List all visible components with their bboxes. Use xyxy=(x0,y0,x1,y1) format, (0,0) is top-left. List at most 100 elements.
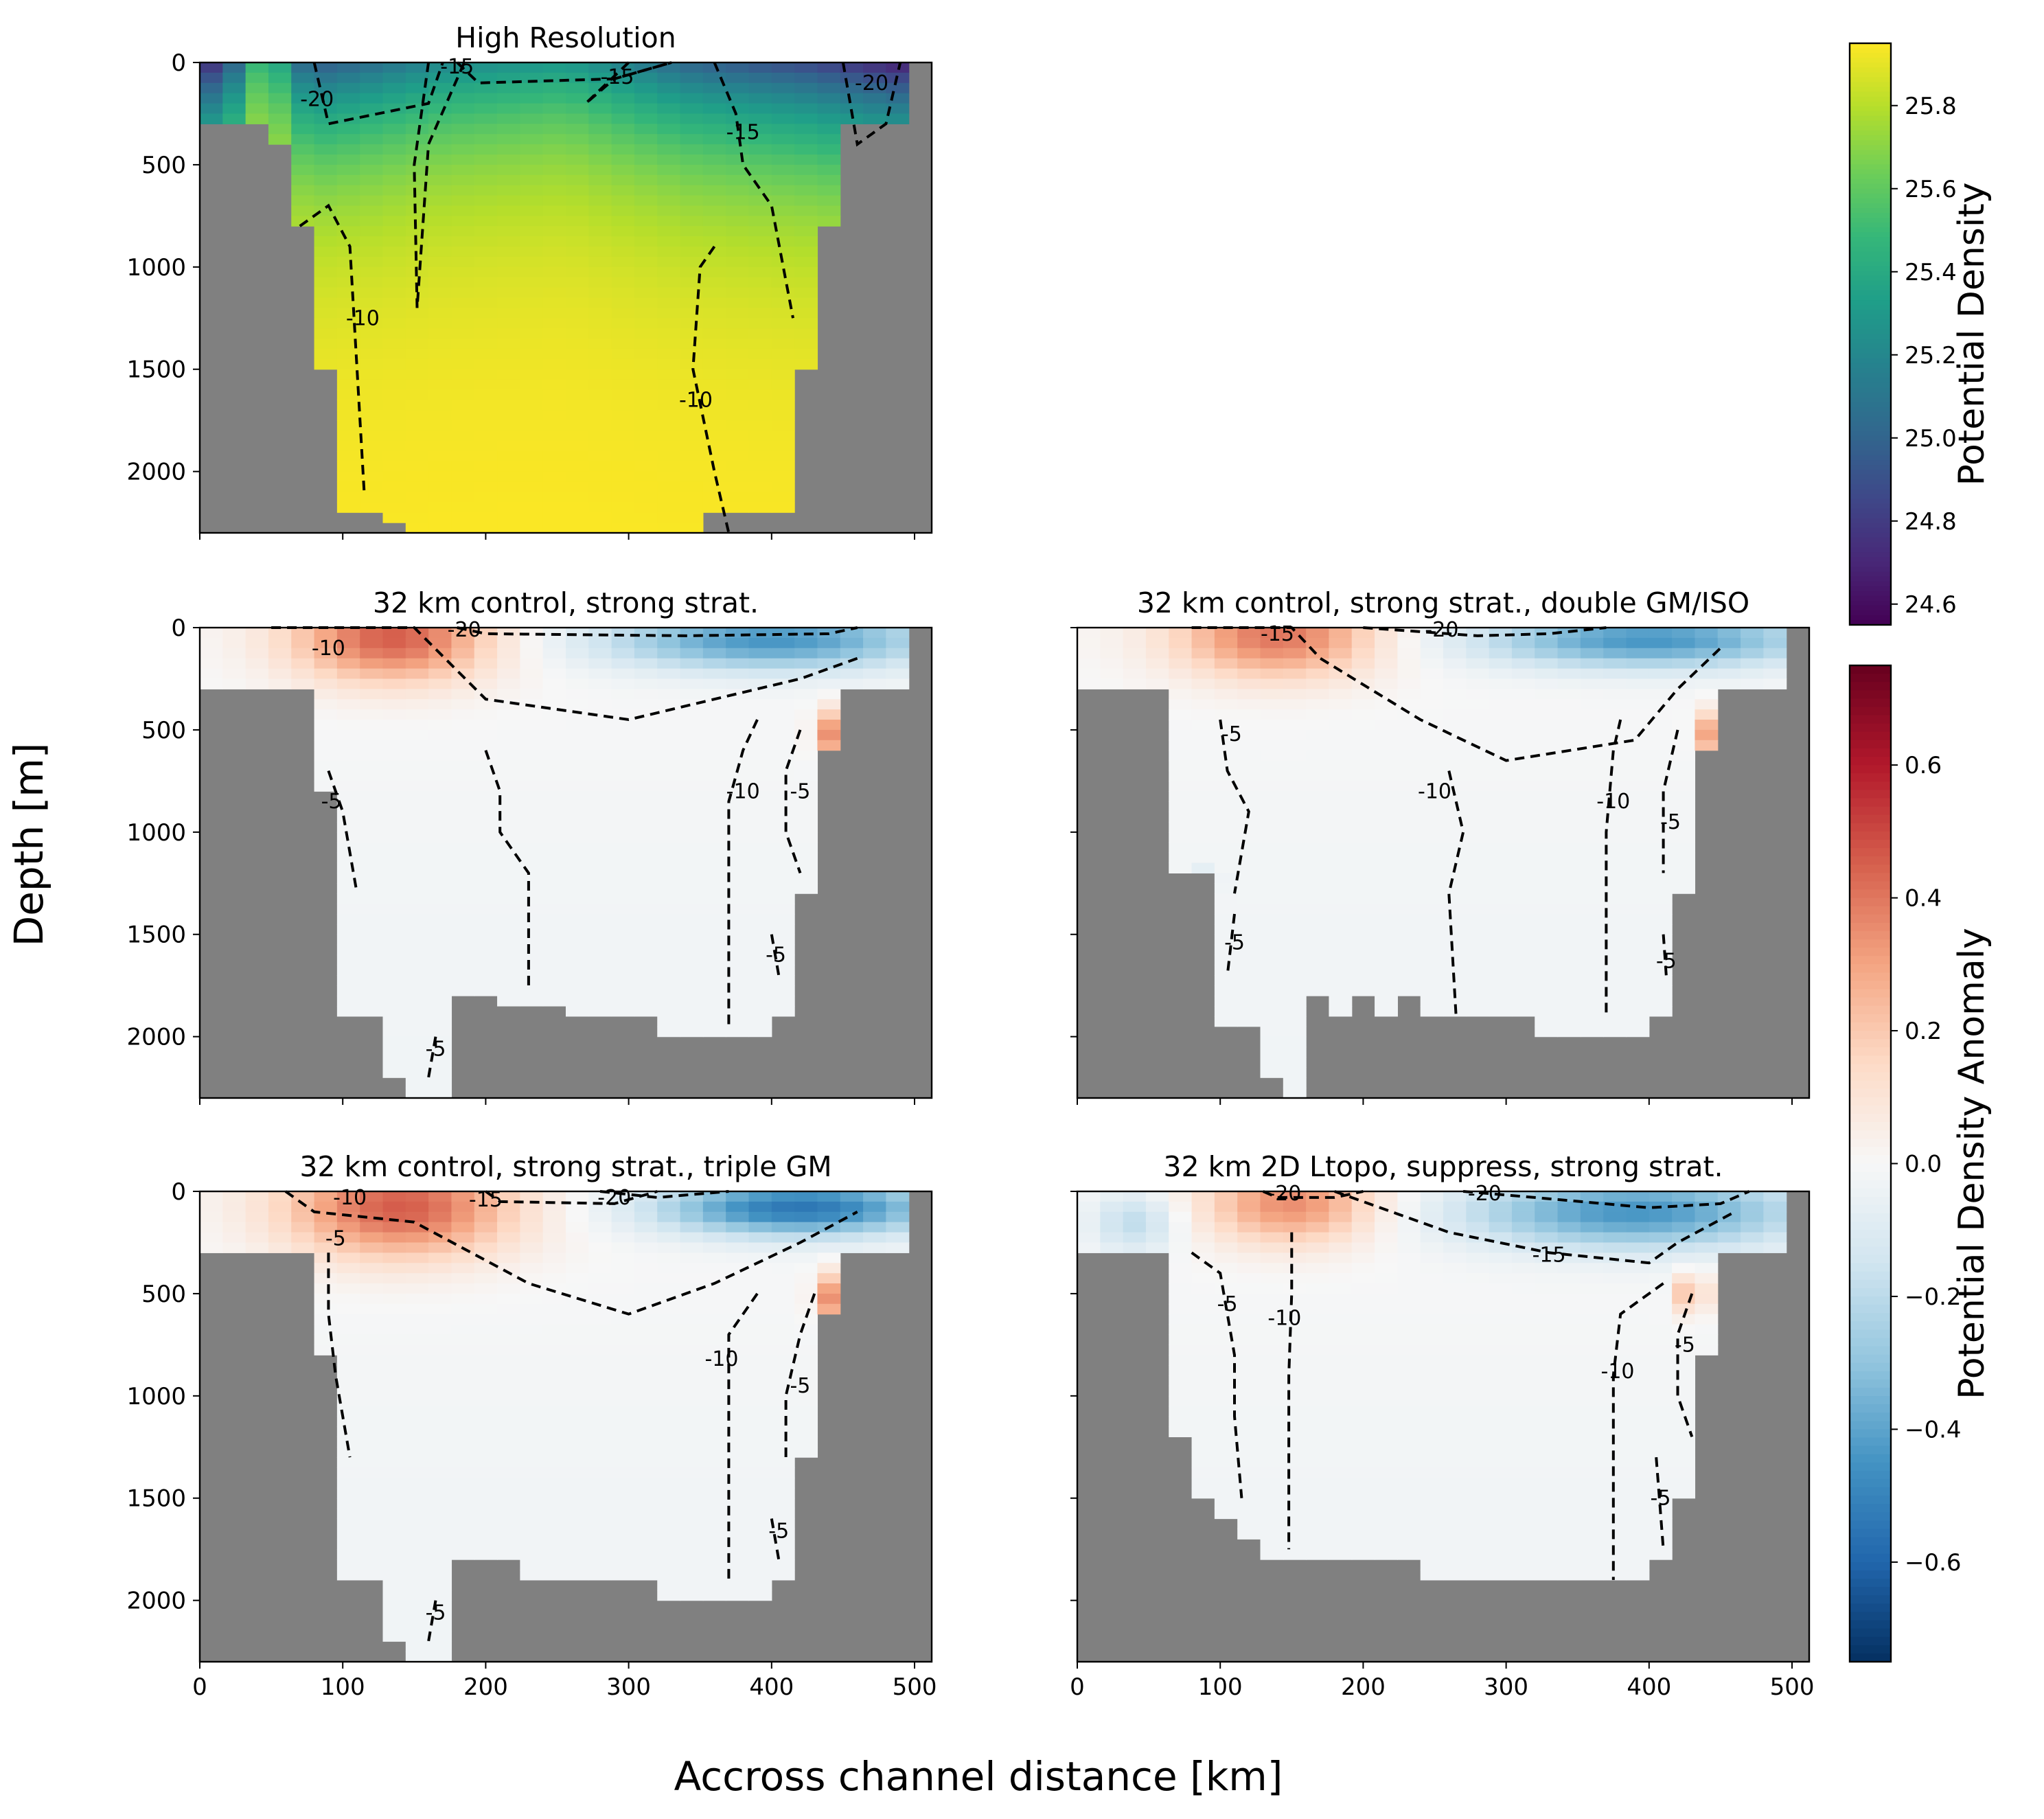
cell xyxy=(634,277,658,288)
cell xyxy=(1695,729,1719,741)
cell xyxy=(1603,893,1627,904)
cell xyxy=(1603,985,1627,996)
cell xyxy=(542,1569,566,1581)
cell xyxy=(1420,862,1444,873)
cell xyxy=(1672,709,1696,720)
cell xyxy=(245,82,269,94)
cell xyxy=(1603,1283,1627,1294)
cell xyxy=(1443,1426,1467,1437)
cell xyxy=(474,1222,498,1233)
cell xyxy=(634,328,658,339)
cell xyxy=(566,628,589,639)
cell xyxy=(360,1395,384,1407)
cell xyxy=(1535,729,1559,741)
cell xyxy=(1145,1191,1169,1202)
cell xyxy=(702,1026,726,1038)
cell xyxy=(657,185,681,196)
cell xyxy=(1260,1467,1284,1478)
cell xyxy=(1214,1395,1238,1407)
cell xyxy=(1626,801,1650,812)
cell xyxy=(1077,678,1101,689)
cell xyxy=(1420,904,1444,915)
cell xyxy=(1214,1416,1238,1428)
cell xyxy=(428,205,452,216)
cell xyxy=(566,1395,589,1407)
cell xyxy=(634,440,658,452)
cell xyxy=(1557,1324,1581,1336)
cell xyxy=(1237,678,1261,689)
cell xyxy=(382,339,406,350)
cell xyxy=(1237,1293,1261,1305)
colorbar-step xyxy=(1850,906,1891,915)
cell xyxy=(1603,1569,1627,1581)
cell xyxy=(1329,862,1353,873)
cell xyxy=(817,1303,841,1315)
cell xyxy=(1672,1232,1696,1244)
cell xyxy=(1237,1467,1261,1478)
cell xyxy=(1741,1242,1764,1253)
cell xyxy=(222,628,246,639)
cell xyxy=(657,348,681,360)
cell xyxy=(680,1426,704,1437)
cell xyxy=(1237,1314,1261,1325)
cell xyxy=(863,637,886,649)
cell xyxy=(794,308,818,319)
cell xyxy=(588,174,612,186)
cell xyxy=(542,318,566,329)
cell xyxy=(1351,1416,1375,1428)
cell xyxy=(748,924,772,935)
cell xyxy=(1420,1211,1444,1223)
cell xyxy=(1557,821,1581,833)
cell xyxy=(1329,832,1353,843)
cell xyxy=(1351,893,1375,904)
cell xyxy=(1535,1303,1559,1315)
cell xyxy=(1603,750,1627,762)
cell xyxy=(1283,668,1307,680)
cell xyxy=(428,1211,452,1223)
cell xyxy=(451,720,475,731)
cell xyxy=(542,1283,566,1294)
cell xyxy=(382,1293,406,1305)
cell xyxy=(611,93,635,104)
cell xyxy=(1557,729,1581,741)
cell xyxy=(428,1222,452,1233)
cell xyxy=(382,852,406,864)
cell xyxy=(680,82,704,94)
cell xyxy=(1214,985,1238,996)
cell xyxy=(1191,720,1215,731)
cell xyxy=(1626,1385,1650,1397)
cell xyxy=(702,628,726,639)
cell xyxy=(1763,628,1787,639)
cell xyxy=(1557,1211,1581,1223)
cell xyxy=(817,216,841,227)
cell xyxy=(886,103,910,115)
cell xyxy=(611,689,635,700)
cell xyxy=(1260,1263,1284,1274)
cell xyxy=(566,740,589,751)
cell xyxy=(405,770,429,781)
cell xyxy=(1466,1252,1490,1263)
cell xyxy=(611,720,635,731)
cell xyxy=(405,461,429,472)
cell xyxy=(1649,975,1673,986)
cell xyxy=(1191,699,1215,710)
cell xyxy=(1397,1263,1421,1274)
cell xyxy=(726,699,750,710)
cell xyxy=(726,1355,750,1366)
cell xyxy=(1375,1375,1398,1386)
cell xyxy=(314,1324,338,1336)
cell xyxy=(1511,1477,1535,1489)
cell xyxy=(1466,1385,1490,1397)
cell xyxy=(611,226,635,237)
cell xyxy=(1351,1518,1375,1530)
panel-title: 32 km control, strong strat. xyxy=(373,586,759,619)
cell xyxy=(771,348,795,360)
cell xyxy=(566,379,589,391)
cell xyxy=(726,985,750,996)
cell xyxy=(1169,1211,1193,1223)
cell xyxy=(771,471,795,483)
cell xyxy=(451,1232,475,1244)
cell xyxy=(360,236,384,247)
cell xyxy=(360,729,384,741)
cell xyxy=(771,62,795,73)
